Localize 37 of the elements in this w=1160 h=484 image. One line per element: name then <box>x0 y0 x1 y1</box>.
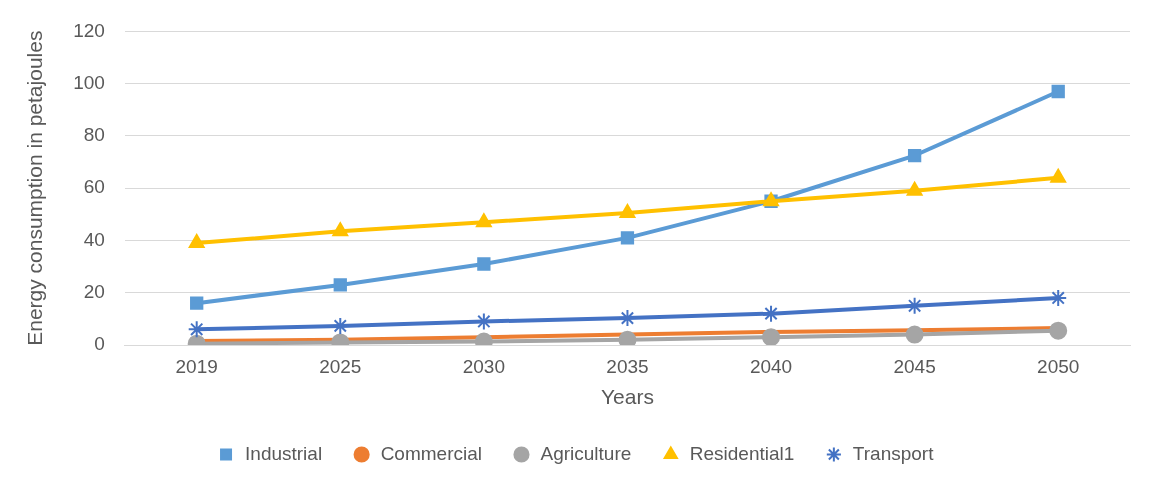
point <box>190 296 204 310</box>
x-tick-label: 2045 <box>893 355 936 377</box>
legend-label: Agriculture <box>540 442 632 464</box>
point <box>906 181 923 196</box>
x-tick-label: 2040 <box>749 355 793 377</box>
point <box>618 330 637 345</box>
x-tick-label: 2025 <box>319 355 362 377</box>
x-tick-label: 2030 <box>462 355 506 377</box>
y-axis-title: Energy consumption in petajoules <box>23 30 47 346</box>
point <box>762 328 781 345</box>
point <box>620 231 635 245</box>
y-tick-label: 80 <box>83 124 105 146</box>
legend-label: Commercial <box>380 442 482 464</box>
y-tick-label: 20 <box>83 280 105 302</box>
x-axis-title: Years <box>600 385 654 409</box>
y-tick-label: 0 <box>94 333 105 355</box>
x-tick-label: 2019 <box>175 355 218 377</box>
legend-label: Transport <box>852 442 935 464</box>
y-tick-label: 40 <box>83 228 105 250</box>
point <box>332 222 349 237</box>
point <box>475 213 492 228</box>
legend-label: Residential1 <box>689 442 795 464</box>
point <box>619 204 636 219</box>
x-tick-label: 2050 <box>1037 355 1080 377</box>
point <box>188 234 205 249</box>
x-tick-label: 2035 <box>606 355 649 377</box>
y-tick-label: 60 <box>83 176 105 198</box>
legend-label: Industrial <box>245 442 323 464</box>
point <box>1050 168 1067 183</box>
point <box>905 325 924 344</box>
point <box>1051 84 1065 99</box>
point <box>477 257 491 271</box>
point <box>333 278 347 292</box>
point <box>907 148 922 163</box>
y-tick-label: 100 <box>73 71 105 93</box>
y-tick-label: 120 <box>73 19 105 41</box>
point <box>1049 321 1068 340</box>
